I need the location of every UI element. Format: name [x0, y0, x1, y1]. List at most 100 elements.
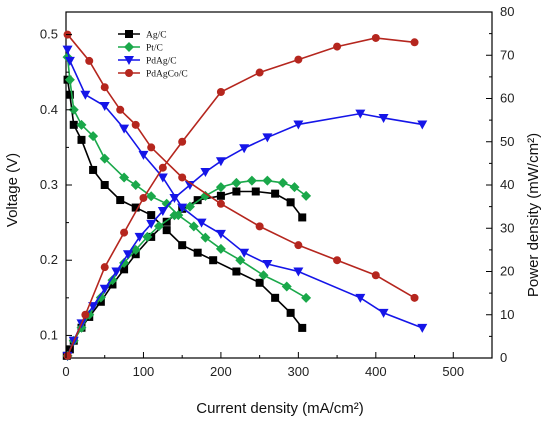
voltage-point-pt-c — [146, 191, 157, 202]
plot-border — [65, 11, 493, 359]
voltage-point-pt-c — [281, 281, 292, 292]
voltage-point-pt-c — [76, 119, 87, 130]
power-point-pt-c — [153, 221, 164, 232]
x-axis: 0 100 200 300 400 500 — [62, 352, 464, 379]
power-point-pt-c — [246, 175, 257, 186]
voltage-point-ag-c — [255, 278, 264, 287]
power-point-pt-c — [95, 292, 106, 303]
legend-marker-pdagco-c — [125, 69, 133, 77]
voltage-point-pdag-c — [239, 248, 250, 258]
voltage-point-pt-c — [130, 180, 141, 190]
power-point-pdag-c — [184, 181, 195, 190]
voltage-point-pdagco-c — [255, 222, 264, 231]
y2-axis-title: Power density (mW/cm²) — [525, 133, 542, 297]
voltage-point-pdagco-c — [216, 199, 225, 208]
y-axis-right: 0 10 20 30 40 50 60 70 80 — [486, 4, 514, 365]
voltage-point-pdagco-c — [178, 173, 187, 182]
power-point-pdag-c — [99, 284, 110, 294]
power-point-pt-c — [119, 257, 130, 268]
power-point-pt-c — [289, 182, 300, 193]
y-axis-title: Voltage (V) — [4, 153, 21, 227]
y2-tick-label: 70 — [500, 47, 514, 62]
voltage-point-ag-c — [271, 293, 280, 302]
power-point-pt-c — [142, 231, 153, 242]
voltage-point-pdag-c — [215, 229, 226, 239]
voltage-point-ag-c — [286, 308, 295, 317]
x-tick-label: 100 — [133, 364, 155, 379]
power-point-ag-c — [271, 189, 280, 198]
voltage-point-ag-c — [100, 181, 109, 189]
voltage-point-pdag-c — [293, 267, 304, 277]
voltage-point-pdag-c — [378, 308, 389, 318]
y-tick-label: 0.2 — [40, 252, 58, 267]
power-point-pdagco-c — [139, 193, 148, 202]
power-point-pt-c — [231, 177, 242, 188]
voltage-point-ag-c — [147, 211, 156, 220]
power-point-ag-c — [232, 187, 241, 196]
power-point-pdagco-c — [294, 55, 303, 64]
y-tick-label: 0.3 — [40, 177, 58, 192]
power-point-ag-c — [120, 265, 129, 274]
power-point-ag-c — [193, 196, 202, 205]
power-point-pdag-c — [262, 133, 273, 143]
power-point-pdagco-c — [120, 228, 129, 237]
y2-tick-label: 30 — [500, 220, 514, 235]
power-point-pdagco-c — [216, 88, 225, 97]
legend-label-pdag-c: PdAg/C — [146, 57, 177, 67]
power-point-pdagco-c — [81, 310, 90, 319]
y2-tick-label: 20 — [500, 264, 514, 279]
y2-tick-label: 60 — [500, 91, 514, 106]
voltage-point-pdag-c — [196, 218, 207, 228]
voltage-point-ag-c — [131, 203, 140, 212]
voltage-point-pdag-c — [64, 56, 75, 66]
voltage-point-pt-c — [161, 198, 172, 209]
series-pdagco-c — [63, 30, 419, 360]
power-point-pt-c — [262, 175, 273, 186]
power-point-ag-c — [251, 187, 260, 196]
y2-tick-label: 0 — [500, 350, 507, 365]
x-tick-label: 200 — [210, 364, 232, 379]
voltage-point-pdag-c — [138, 150, 149, 160]
legend-label-ag-c: Ag/C — [146, 31, 167, 41]
voltage-point-ag-c — [193, 248, 202, 257]
y-axis-left: 0.1 0.2 0.3 0.4 0.5 — [40, 27, 72, 342]
power-point-pt-c — [107, 275, 118, 286]
voltage-point-pt-c — [119, 172, 130, 183]
voltage-point-pt-c — [301, 292, 312, 303]
power-point-pdag-c — [215, 157, 226, 167]
x-tick-label: 300 — [288, 364, 310, 379]
power-point-pdagco-c — [158, 163, 167, 172]
voltage-point-ag-c — [77, 135, 86, 144]
power-point-pdag-c — [355, 109, 366, 119]
voltage-point-pt-c — [64, 74, 75, 85]
x-tick-label: 0 — [62, 364, 69, 379]
series-pdag-c — [62, 45, 428, 361]
power-point-pt-c — [277, 177, 288, 188]
power-point-pdag-c — [417, 120, 428, 130]
power-point-pt-c — [184, 201, 195, 212]
voltage-point-pdag-c — [119, 124, 130, 134]
power-point-pt-c — [200, 190, 211, 201]
voltage-point-pdagco-c — [100, 83, 109, 92]
legend-marker-ag-c — [125, 30, 133, 38]
voltage-point-pt-c — [88, 131, 99, 142]
power-point-pdag-c — [157, 206, 168, 216]
legend-label-pdagco-c: PdAgCo/C — [146, 70, 188, 80]
voltage-point-ag-c — [89, 165, 98, 174]
voltage-point-pdagco-c — [85, 56, 94, 65]
voltage-point-ag-c — [116, 196, 125, 205]
voltage-point-pt-c — [188, 221, 199, 232]
x-tick-label: 500 — [442, 364, 464, 379]
voltage-point-pdag-c — [99, 102, 110, 112]
power-point-ag-c — [216, 191, 225, 200]
voltage-point-ag-c — [209, 256, 218, 265]
series-pt-c — [62, 52, 312, 361]
legend-marker-pt-c — [124, 42, 134, 52]
voltage-point-pt-c — [200, 232, 211, 243]
power-point-ag-c — [286, 198, 295, 207]
voltage-point-pdagco-c — [294, 241, 303, 250]
voltage-point-pdagco-c — [333, 256, 342, 265]
voltage-point-ag-c — [162, 226, 171, 235]
y-tick-label: 0.4 — [40, 102, 58, 117]
power-point-pdag-c — [169, 193, 180, 203]
